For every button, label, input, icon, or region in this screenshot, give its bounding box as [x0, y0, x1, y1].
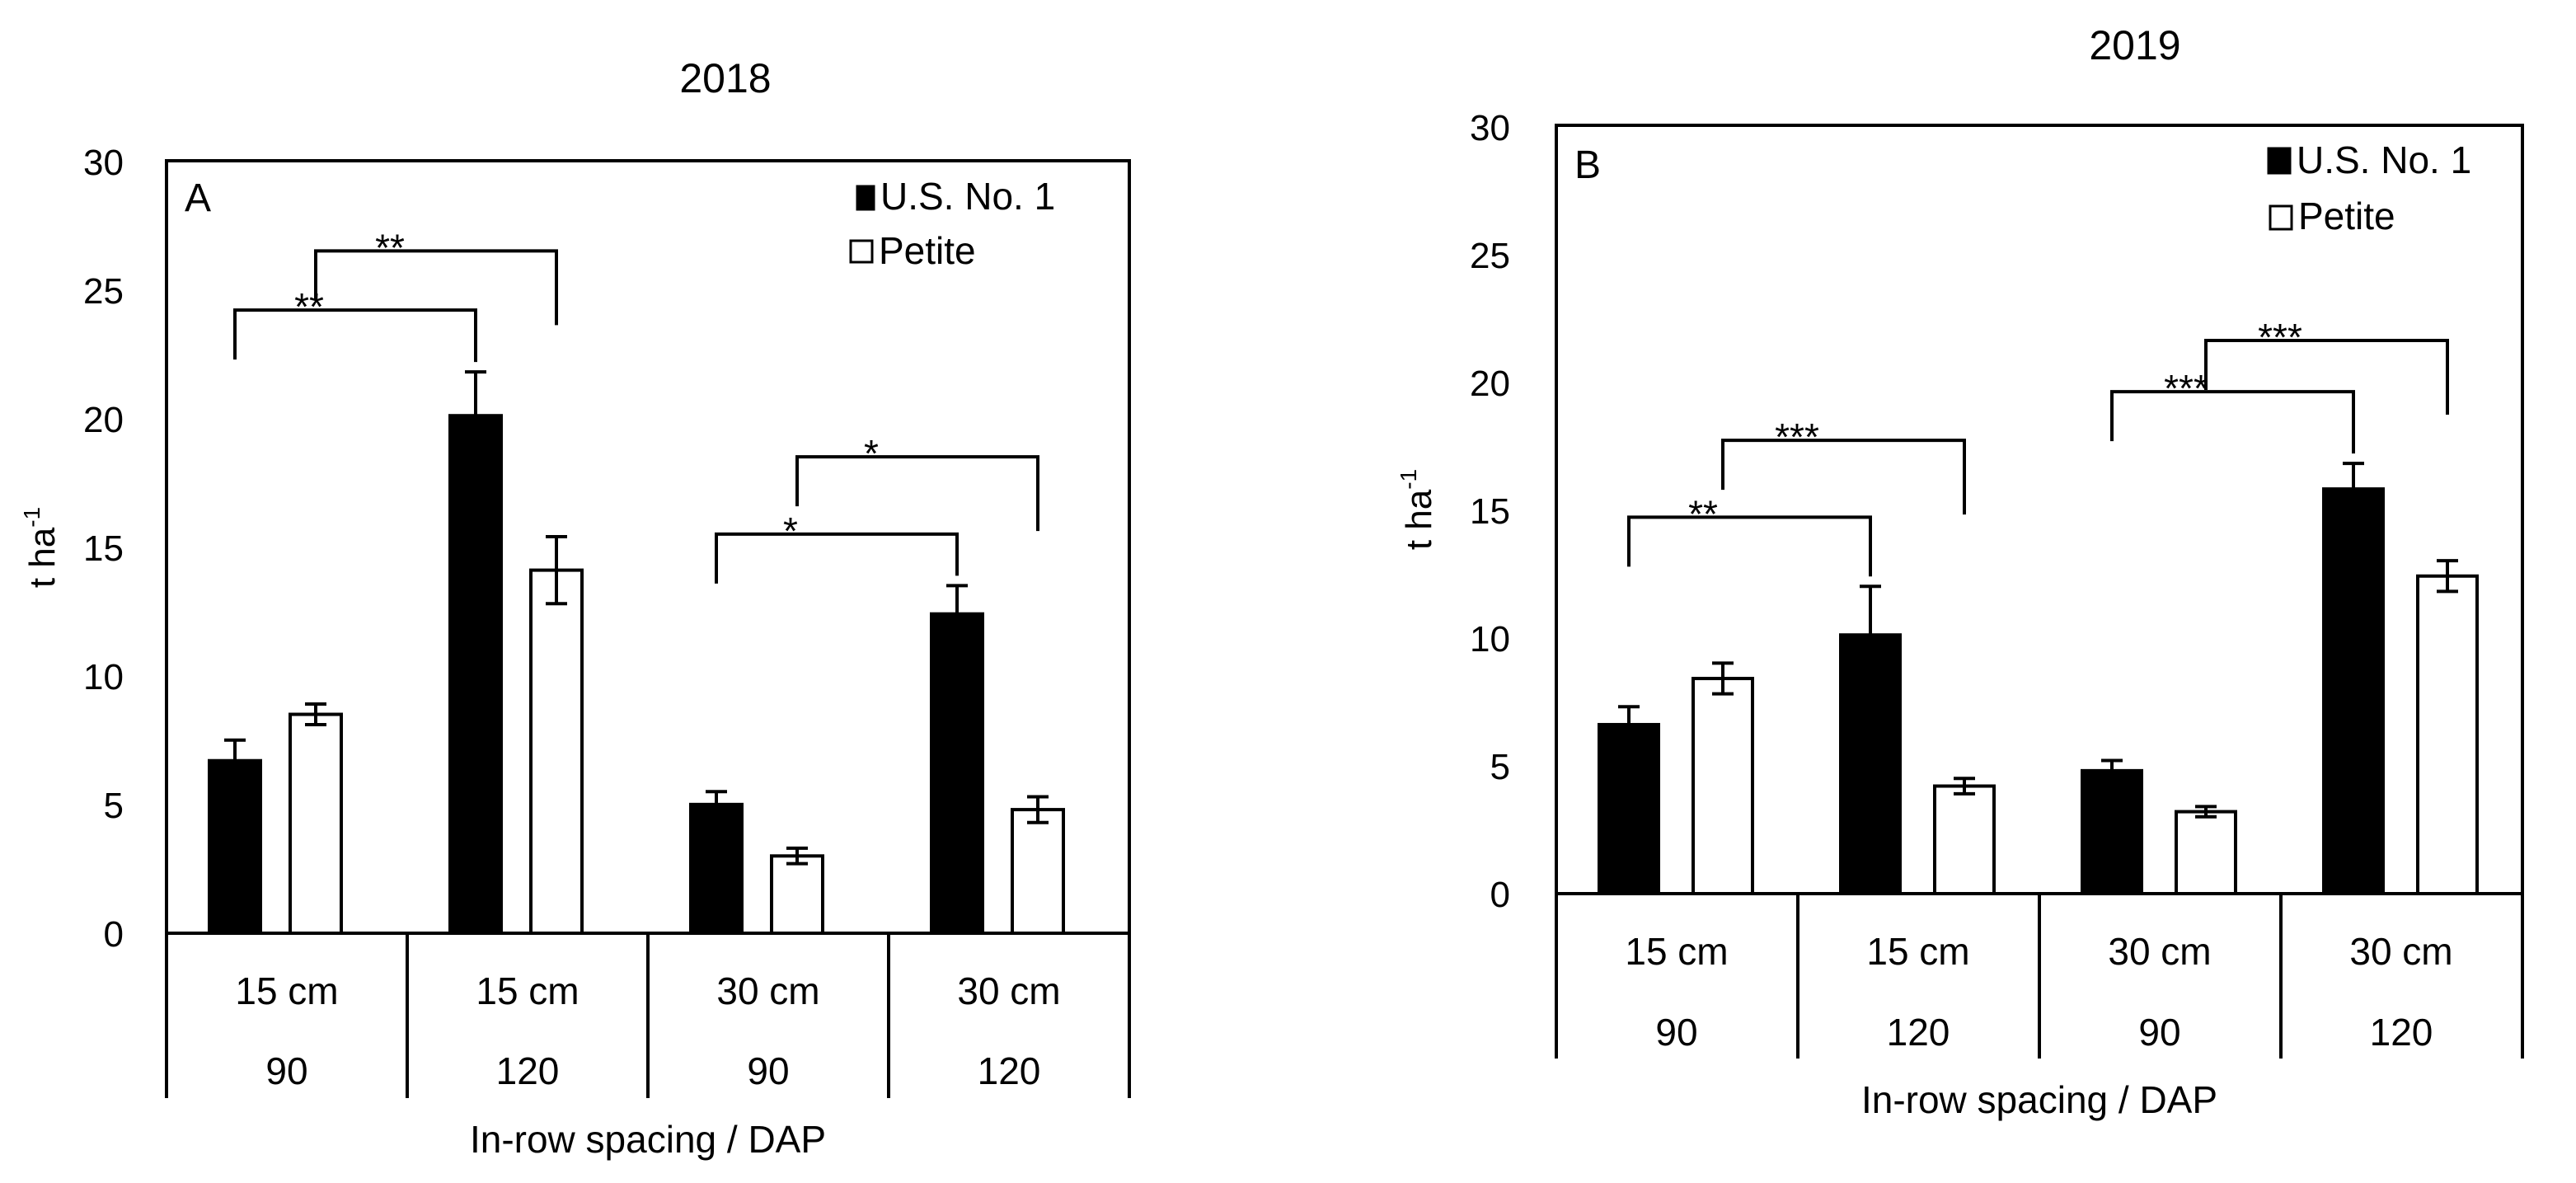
y-tick-label: 15 — [83, 528, 124, 569]
y-axis-title-main: t ha — [22, 527, 63, 588]
category-spacing-label: 15 cm — [235, 969, 338, 1012]
chart-marks: *********** — [1598, 316, 2479, 896]
legend-swatch-us-no-1 — [2267, 147, 2292, 175]
category-dap-label: 120 — [496, 1049, 560, 1092]
chart-marks: ****** — [208, 226, 1065, 936]
legend-swatch-petite — [2269, 204, 2293, 231]
y-tick-label: 20 — [83, 400, 124, 440]
y-tick-label: 30 — [1470, 108, 1510, 148]
legend-swatch-us-no-1 — [856, 185, 875, 211]
y-tick-label: 10 — [1470, 619, 1510, 660]
significance-label: *** — [2164, 367, 2208, 410]
y-axis-ticks: 0 5 10 15 20 25 30 — [83, 143, 124, 955]
significance-bracket — [1627, 515, 1872, 577]
y-tick-label: 20 — [1470, 364, 1510, 404]
category-spacing-label: 30 cm — [716, 969, 819, 1012]
bar — [448, 414, 503, 935]
panel-label: A — [185, 176, 211, 220]
bar — [2416, 574, 2479, 895]
y-tick-label: 5 — [1490, 747, 1510, 787]
significance-bracket — [314, 249, 558, 326]
legend: U.S. No. 1 Petite — [2267, 138, 2471, 237]
significance-label: ** — [294, 285, 324, 328]
bar — [2081, 768, 2143, 895]
category-spacing-label: 15 cm — [476, 969, 579, 1012]
significance-bracket — [2110, 390, 2355, 454]
significance-label: ** — [375, 226, 405, 269]
category-dap-label: 90 — [2138, 1011, 2180, 1054]
chart-panel-2018: 2018 A U.S. No. 1 Petite 0 5 10 15 20 25… — [19, 55, 1131, 1161]
chart-title: 2018 — [679, 55, 771, 101]
significance-bracket — [233, 308, 477, 363]
category-spacing-label: 15 cm — [1866, 930, 1969, 973]
x-axis-title: In-row spacing / DAP — [1861, 1078, 2217, 1121]
panel-label: B — [1574, 143, 1601, 187]
category-spacing-label: 30 cm — [2108, 930, 2211, 973]
y-axis-title-main: t ha — [1399, 489, 1439, 550]
category-spacing-label: 15 cm — [1625, 930, 1728, 973]
significance-label: * — [864, 432, 879, 475]
category-dap-label: 90 — [1655, 1011, 1697, 1054]
significance-bracket — [2204, 338, 2449, 415]
legend-label-us-no-1: U.S. No. 1 — [2297, 138, 2471, 181]
y-tick-label: 25 — [83, 271, 124, 312]
legend-label-petite: Petite — [2298, 195, 2395, 237]
bar — [529, 568, 584, 935]
category-table — [1555, 894, 2524, 1059]
category-dap-label: 90 — [265, 1049, 307, 1092]
legend: U.S. No. 1 Petite — [849, 175, 1055, 272]
y-tick-label: 5 — [104, 786, 124, 826]
chart-panel-2019: 2019 B U.S. No. 1 Petite 0 5 10 15 20 25… — [1396, 22, 2524, 1121]
legend-label-petite: Petite — [879, 229, 976, 272]
bar — [930, 612, 984, 935]
bar — [770, 854, 824, 936]
category-table — [165, 933, 1131, 1098]
y-axis-title-superscript: -1 — [1396, 469, 1421, 490]
y-axis-ticks: 0 5 10 15 20 25 30 — [1470, 108, 1510, 915]
category-dap-label: 90 — [747, 1049, 789, 1092]
significance-bracket — [715, 532, 959, 584]
bar — [1692, 677, 1754, 895]
chart-title: 2019 — [2089, 22, 2180, 68]
bar — [289, 712, 343, 935]
bar — [689, 802, 744, 935]
category-dap-label: 120 — [978, 1049, 1041, 1092]
category-dap-label: 120 — [1887, 1011, 1950, 1054]
significance-label: *** — [1775, 415, 1819, 458]
y-tick-label: 0 — [104, 914, 124, 955]
bar — [1598, 722, 1660, 896]
y-axis-title-superscript: -1 — [19, 507, 45, 528]
y-axis-title: t ha-1 — [1396, 469, 1439, 550]
y-tick-label: 25 — [1470, 236, 1510, 276]
significance-label: * — [783, 509, 798, 552]
y-tick-label: 0 — [1490, 875, 1510, 915]
y-tick-label: 30 — [83, 143, 124, 183]
significance-label: ** — [1688, 492, 1718, 535]
category-spacing-label: 30 cm — [2349, 930, 2452, 973]
y-tick-label: 15 — [1470, 491, 1510, 532]
significance-label: *** — [2258, 316, 2302, 359]
y-axis-title: t ha-1 — [19, 507, 63, 588]
bar — [1011, 808, 1065, 936]
bar — [2322, 487, 2385, 895]
legend-label-us-no-1: U.S. No. 1 — [880, 175, 1055, 218]
bar — [2175, 810, 2237, 895]
category-dap-label: 120 — [2370, 1011, 2433, 1054]
category-spacing-label: 30 cm — [957, 969, 1060, 1012]
legend-swatch-petite — [849, 239, 874, 264]
bar — [1933, 784, 1996, 896]
significance-bracket — [795, 455, 1039, 532]
y-tick-label: 10 — [83, 657, 124, 697]
x-axis-title: In-row spacing / DAP — [470, 1118, 826, 1161]
bar — [208, 758, 262, 936]
significance-bracket — [1721, 439, 1966, 515]
